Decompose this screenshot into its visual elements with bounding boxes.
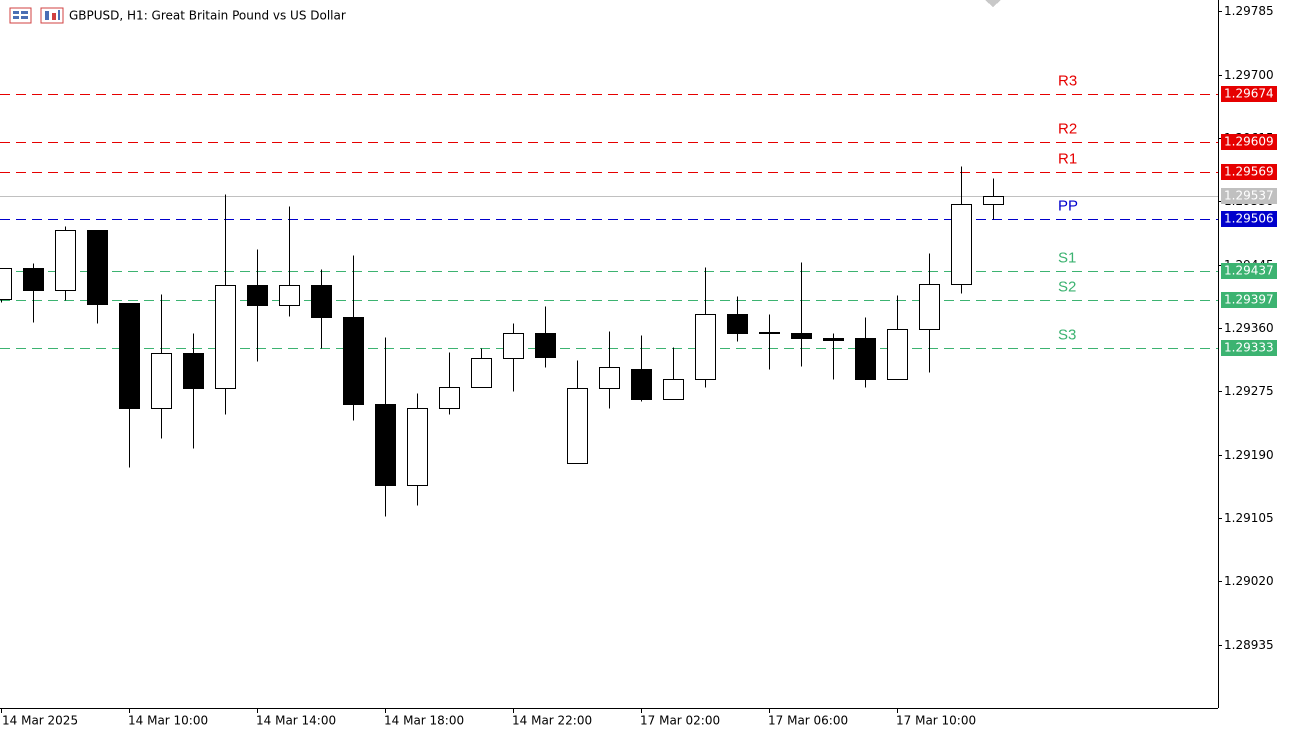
candle-body — [791, 333, 812, 339]
candle-body — [151, 353, 172, 409]
candle-body — [727, 314, 748, 334]
x-tick-label: 14 Mar 14:00 — [256, 714, 336, 728]
candle-body — [279, 285, 300, 306]
candle-body — [663, 379, 684, 400]
pivot-level-name: S1 — [1058, 249, 1076, 266]
y-tick-label: 1.29275 — [1224, 384, 1274, 398]
last-price-label: 1.29537 — [1224, 189, 1274, 203]
candle-body — [599, 367, 620, 389]
x-tick-label: 17 Mar 10:00 — [896, 714, 976, 728]
pivot-price-label-bg — [1221, 292, 1277, 308]
candle-body — [919, 284, 940, 330]
y-tick-label: 1.29020 — [1224, 574, 1274, 588]
pivot-price-label-bg — [1221, 263, 1277, 279]
pivot-price-label: 1.29437 — [1224, 264, 1274, 278]
x-tick-label: 14 Mar 18:00 — [384, 714, 464, 728]
x-tick-label: 14 Mar 2025 — [2, 714, 78, 728]
candle-body — [951, 204, 972, 285]
x-tick-label: 17 Mar 02:00 — [640, 714, 720, 728]
candle-body — [535, 333, 556, 358]
chart-title: GBPUSD, H1: Great Britain Pound vs US Do… — [69, 9, 346, 23]
candle-body — [631, 369, 652, 400]
pivot-price-label-bg — [1221, 211, 1277, 227]
candle-body — [407, 408, 428, 486]
pivot-level-name: S3 — [1058, 326, 1076, 343]
pivot-price-label: 1.29333 — [1224, 341, 1274, 355]
pivot-level-name: R1 — [1058, 150, 1077, 167]
pivot-price-label: 1.29397 — [1224, 293, 1274, 307]
y-tick-label: 1.29105 — [1224, 511, 1274, 525]
candle-body — [183, 353, 204, 389]
pivot-price-label: 1.29569 — [1224, 165, 1274, 179]
pivot-price-label-bg — [1221, 86, 1277, 102]
candle-body — [247, 285, 268, 306]
candle-body — [983, 196, 1004, 205]
candle-body — [855, 338, 876, 380]
y-tick-label: 1.29360 — [1224, 321, 1274, 335]
pivot-price-label-bg — [1221, 340, 1277, 356]
y-tick-label: 1.29190 — [1224, 448, 1274, 462]
pivot-price-label-bg — [1221, 164, 1277, 180]
candle-body — [87, 230, 108, 305]
pivot-level-name: R2 — [1058, 120, 1077, 137]
candle-body — [823, 338, 844, 341]
candle-body — [23, 268, 44, 291]
candle-body — [119, 303, 140, 409]
candle-body — [439, 387, 460, 409]
pivot-price-label-bg — [1221, 134, 1277, 150]
y-tick-label: 1.29700 — [1224, 68, 1274, 82]
pivot-level-name: R3 — [1058, 72, 1077, 89]
candle-body — [375, 404, 396, 486]
pivot-price-label: 1.29609 — [1224, 135, 1274, 149]
chart-icon[interactable] — [40, 7, 64, 24]
y-tick-label: 1.29785 — [1224, 4, 1274, 18]
candle-body — [311, 285, 332, 318]
pivot-level-name: S2 — [1058, 278, 1076, 295]
menu-icon[interactable] — [9, 7, 32, 24]
candle-body — [343, 317, 364, 405]
pivot-price-label: 1.29506 — [1224, 212, 1274, 226]
candle-body — [215, 285, 236, 389]
candle-body — [55, 230, 76, 291]
candle-body — [0, 268, 12, 300]
candle-body — [503, 333, 524, 359]
x-tick-label: 14 Mar 22:00 — [512, 714, 592, 728]
scroll-marker — [985, 0, 1001, 7]
x-tick-label: 17 Mar 06:00 — [768, 714, 848, 728]
y-tick-label: 1.28935 — [1224, 638, 1274, 652]
candle-body — [471, 358, 492, 388]
candle-body — [567, 388, 588, 464]
candle-body — [759, 332, 780, 334]
last-price-label-bg — [1221, 188, 1277, 204]
x-tick-label: 14 Mar 10:00 — [128, 714, 208, 728]
candle-body — [887, 329, 908, 380]
pivot-level-name: PP — [1058, 197, 1078, 214]
pivot-price-label: 1.29674 — [1224, 87, 1274, 101]
candle-body — [695, 314, 716, 380]
